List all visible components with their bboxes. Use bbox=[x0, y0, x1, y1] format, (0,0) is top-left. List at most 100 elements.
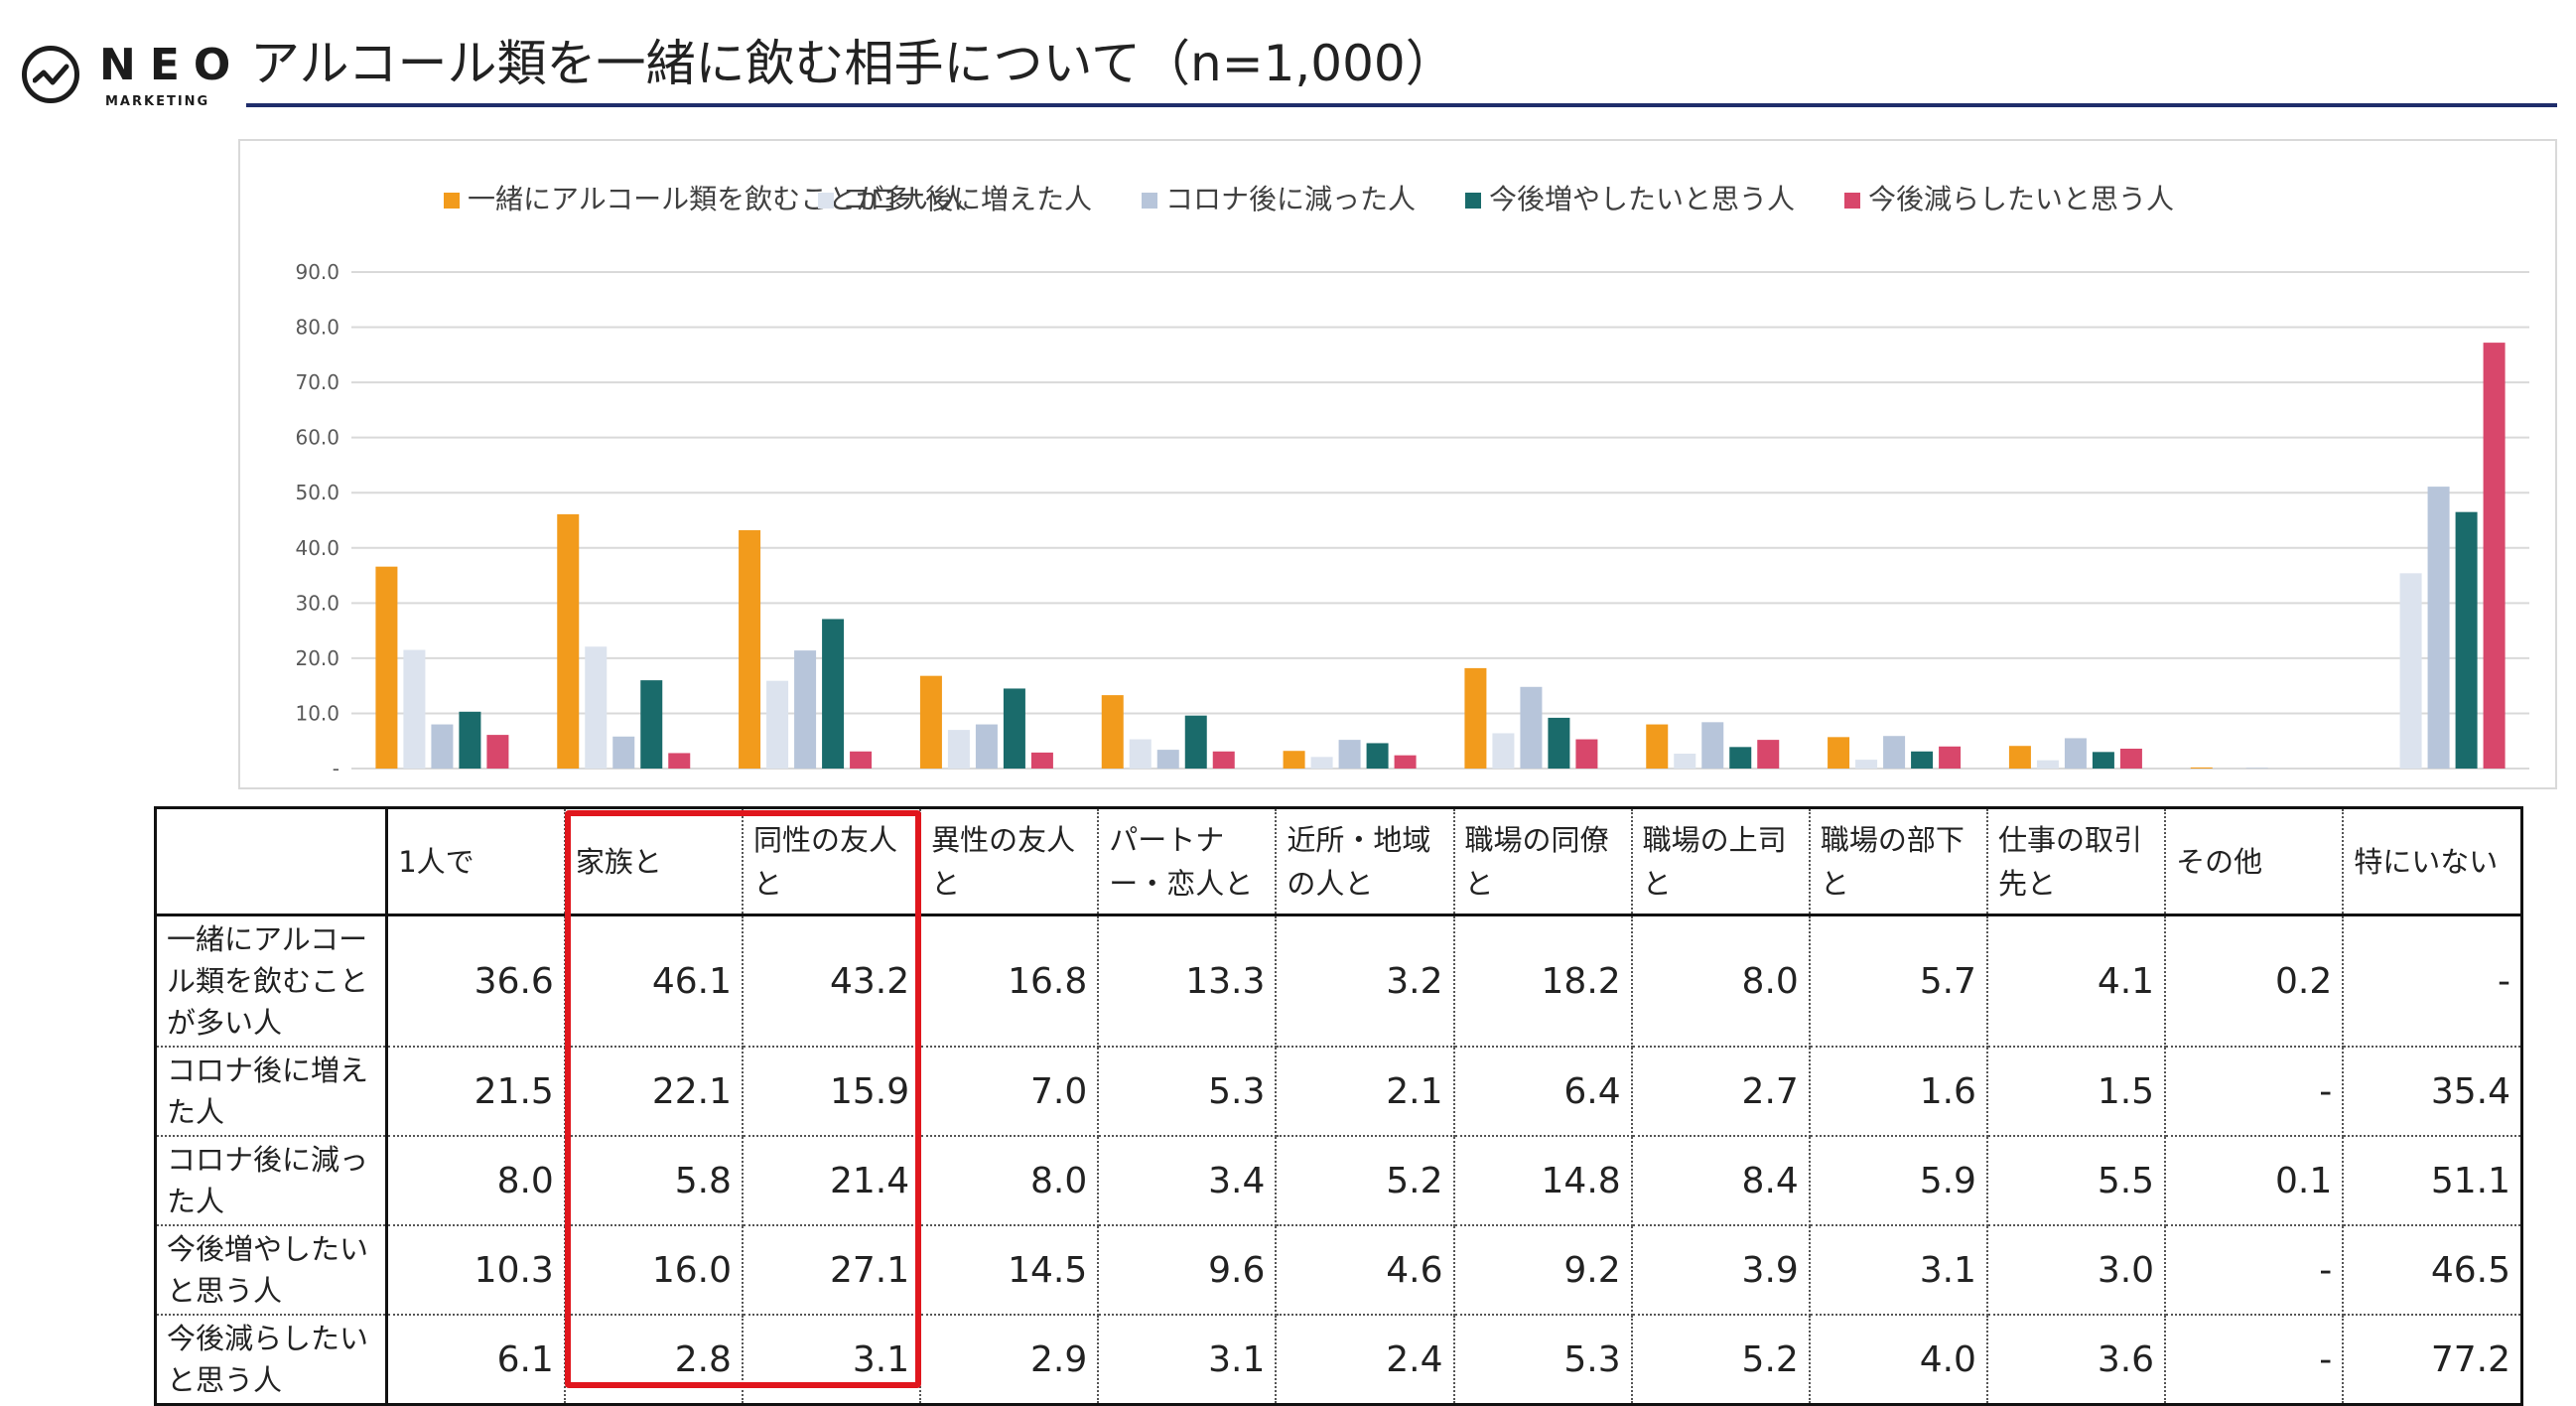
bar bbox=[612, 736, 635, 769]
y-tick-label: 10.0 bbox=[295, 701, 339, 725]
column-header: その他 bbox=[2164, 806, 2345, 916]
data-table: 1人で 家族と 同性の友人と 異性の友人と パートナー・恋人と 近所・地域の人と… bbox=[153, 806, 2524, 1406]
y-tick-label: 20.0 bbox=[295, 646, 339, 670]
legend-label: 今後減らしたいと思う人 bbox=[1868, 183, 2174, 215]
table-cell: 21.4 bbox=[741, 1135, 922, 1226]
bar bbox=[947, 730, 970, 769]
legend-label: 今後増やしたいと思う人 bbox=[1489, 183, 1795, 215]
table-cell: 2.1 bbox=[1275, 1046, 1455, 1137]
column-header: 1人で bbox=[385, 806, 566, 916]
bar bbox=[2008, 746, 2031, 769]
table-cell: 5.8 bbox=[563, 1135, 744, 1226]
table-cell: 3.1 bbox=[1808, 1224, 1988, 1316]
bar bbox=[1156, 750, 1179, 769]
table-cell: 46.5 bbox=[2342, 1224, 2524, 1316]
bar bbox=[1338, 740, 1361, 769]
bar bbox=[486, 735, 509, 769]
table-cell: 1.5 bbox=[1985, 1046, 2167, 1137]
y-tick-label: 70.0 bbox=[295, 370, 339, 394]
table-corner-cell bbox=[153, 806, 389, 916]
bar bbox=[1729, 747, 1752, 769]
table-cell: - bbox=[2164, 1046, 2345, 1137]
bar bbox=[1548, 717, 1570, 769]
table-row: コロナ後に増えた人 21.5 22.1 15.9 7.0 5.3 2.1 6.4 2.7 1.6 1… bbox=[153, 1046, 2524, 1137]
neo-marketing-logo: NEO MARKETING bbox=[22, 38, 230, 117]
bar bbox=[2427, 487, 2450, 769]
table-cell: 43.2 bbox=[741, 914, 922, 1048]
table-cell: 18.2 bbox=[1452, 914, 1633, 1048]
y-tick-label: 50.0 bbox=[295, 481, 339, 504]
table-cell: 5.3 bbox=[1097, 1046, 1278, 1137]
column-header: 職場の部下と bbox=[1808, 806, 1988, 916]
table-row: コロナ後に減った人 8.0 5.8 21.4 8.0 3.4 5.2 14.8 8.4 5.9 5.… bbox=[153, 1135, 2524, 1226]
bar bbox=[403, 649, 426, 769]
table-cell: 8.0 bbox=[385, 1135, 566, 1226]
bar bbox=[1674, 754, 1696, 769]
bar bbox=[1575, 739, 1598, 769]
table-cell: 3.1 bbox=[741, 1314, 922, 1406]
table-cell: 4.1 bbox=[1985, 914, 2167, 1048]
table-cell: 7.0 bbox=[919, 1046, 1100, 1137]
table-cell: 3.6 bbox=[1985, 1314, 2167, 1406]
bar bbox=[557, 513, 580, 769]
row-label: コロナ後に減った人 bbox=[153, 1135, 389, 1226]
table-cell: 5.9 bbox=[1808, 1135, 1988, 1226]
bar bbox=[1283, 751, 1305, 769]
bar bbox=[919, 675, 942, 769]
bar bbox=[1129, 739, 1152, 769]
table-cell: - bbox=[2164, 1314, 2345, 1406]
table-cell: 2.7 bbox=[1630, 1046, 1811, 1137]
table-cell: 3.1 bbox=[1097, 1314, 1278, 1406]
y-tick-label: 80.0 bbox=[295, 316, 339, 340]
bar bbox=[2483, 343, 2506, 769]
table-cell: 8.4 bbox=[1630, 1135, 1811, 1226]
table-cell: 16.8 bbox=[919, 914, 1100, 1048]
column-header: 特にいない bbox=[2342, 806, 2524, 916]
bar bbox=[1394, 755, 1417, 769]
bar bbox=[2119, 749, 2142, 769]
bar bbox=[431, 724, 454, 769]
bar bbox=[1828, 737, 1850, 769]
column-header: 職場の同僚と bbox=[1452, 806, 1633, 916]
column-header: 近所・地域の人と bbox=[1275, 806, 1455, 916]
column-header: 職場の上司と bbox=[1630, 806, 1811, 916]
bar bbox=[668, 753, 691, 769]
bar bbox=[822, 619, 845, 769]
bar bbox=[2064, 738, 2087, 769]
table-cell: - bbox=[2342, 914, 2524, 1048]
legend-swatch bbox=[1465, 193, 1481, 209]
bar bbox=[1310, 757, 1333, 769]
bar bbox=[585, 646, 608, 769]
table-cell: 14.8 bbox=[1452, 1135, 1633, 1226]
bar bbox=[1701, 722, 1724, 769]
bar bbox=[1212, 751, 1235, 769]
bar bbox=[1101, 695, 1124, 769]
legend-label: コロナ後に増えた人 bbox=[842, 183, 1092, 215]
table-cell: 6.4 bbox=[1452, 1046, 1633, 1137]
bar bbox=[1003, 688, 1025, 769]
bar bbox=[1366, 743, 1389, 769]
bar bbox=[1520, 686, 1543, 769]
table-cell: 5.3 bbox=[1452, 1314, 1633, 1406]
bar bbox=[2092, 752, 2114, 769]
table-cell: 2.4 bbox=[1275, 1314, 1455, 1406]
table-header-row: 1人で 家族と 同性の友人と 異性の友人と パートナー・恋人と 近所・地域の人と… bbox=[153, 806, 2524, 916]
legend-swatch bbox=[444, 193, 460, 209]
bar bbox=[1939, 746, 1962, 769]
y-tick-label: - bbox=[333, 757, 339, 780]
chart-panel: - 10.0 20.0 30.0 40.0 50.0 60.0 70.0 80.0 90.0 一緒に… bbox=[238, 139, 2557, 789]
table-cell: 5.2 bbox=[1630, 1314, 1811, 1406]
page-title: アルコール類を一緒に飲む相手について（n=1,000） bbox=[250, 35, 1455, 92]
column-header: 同性の友人と bbox=[741, 806, 922, 916]
bar bbox=[459, 711, 481, 769]
row-label: 今後増やしたいと思う人 bbox=[153, 1224, 389, 1316]
y-tick-label: 60.0 bbox=[295, 426, 339, 450]
bar bbox=[1464, 667, 1487, 769]
table-cell: 8.0 bbox=[919, 1135, 1100, 1226]
table-cell: 4.0 bbox=[1808, 1314, 1988, 1406]
table-cell: 77.2 bbox=[2342, 1314, 2524, 1406]
table-row: 今後増やしたいと思う人 10.3 16.0 27.1 14.5 9.6 4.6 9.2 3.9 3… bbox=[153, 1224, 2524, 1316]
bar bbox=[1184, 715, 1207, 769]
table-cell: 3.4 bbox=[1097, 1135, 1278, 1226]
row-label: 一緒にアルコール類を飲むことが多い人 bbox=[153, 914, 389, 1048]
